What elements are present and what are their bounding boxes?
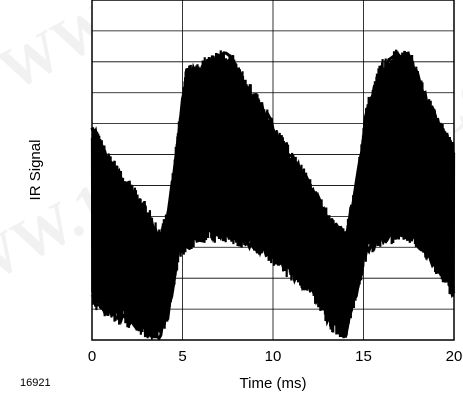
x-tick-labels: 0 5 10 15 20 [88,348,463,365]
plot-frame [91,0,455,341]
signal-envelope-upper [90,50,456,246]
ir-signal-trace [90,49,456,341]
x-tick-label: 10 [265,348,282,365]
x-axis-label: Time (ms) [240,375,307,392]
y-axis-label: IR Signal [27,140,44,201]
x-tick-label: 20 [446,348,463,365]
x-tick-label: 5 [178,348,186,365]
x-tick-label: 15 [355,348,372,365]
figure-code-label: 16921 [20,377,51,389]
x-tick-label: 0 [88,348,96,365]
signal-envelope-lower [90,225,456,341]
